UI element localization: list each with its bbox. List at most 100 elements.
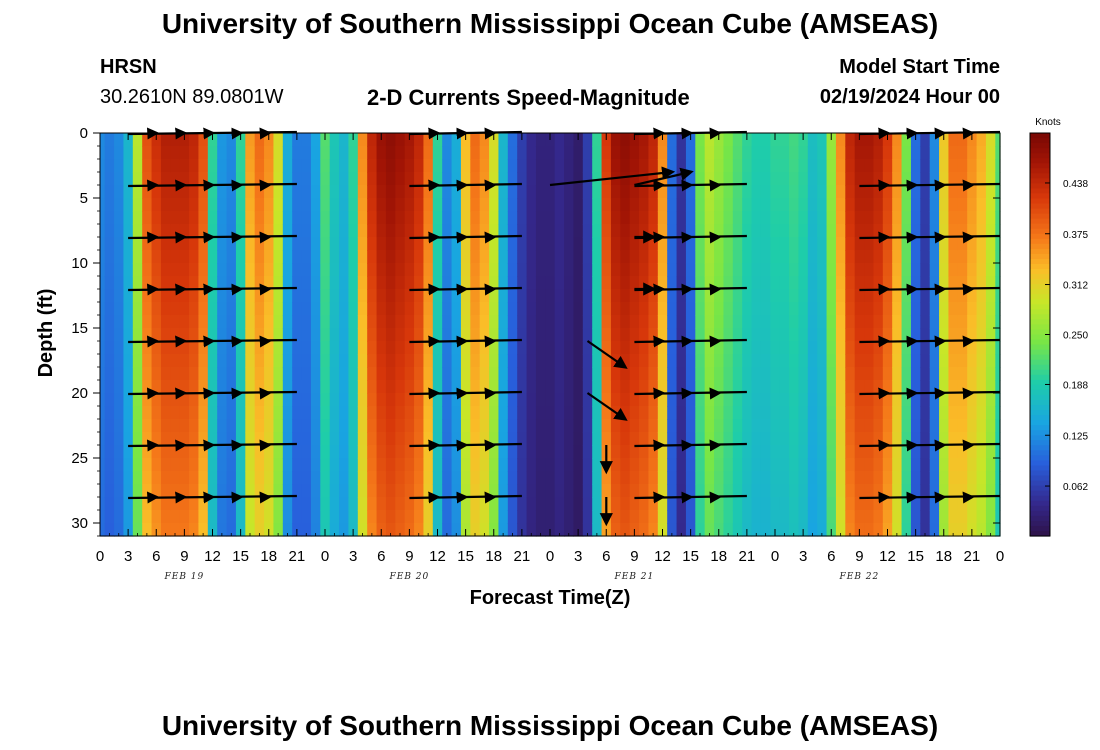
heat-cell <box>826 172 837 186</box>
heat-cell <box>460 146 471 160</box>
heat-cell <box>535 367 546 381</box>
heat-cell <box>685 289 696 303</box>
heat-cell <box>704 484 715 498</box>
heat-cell <box>517 185 528 199</box>
heat-cell <box>742 380 753 394</box>
heat-cell <box>967 367 978 381</box>
heat-cell <box>910 250 921 264</box>
heat-cell <box>714 406 725 420</box>
current-arrow <box>634 167 694 187</box>
heat-cell <box>948 458 959 472</box>
heat-cell <box>807 302 818 316</box>
heat-cell <box>498 458 509 472</box>
heat-cell <box>507 484 518 498</box>
heat-cell <box>742 458 753 472</box>
colorbar-tick-label: 0.062 <box>1063 482 1088 493</box>
colorbar-segment <box>1030 445 1050 451</box>
heat-cell <box>207 211 218 225</box>
heat-cell <box>207 445 218 459</box>
heat-cell <box>985 185 996 199</box>
heat-cell <box>864 315 875 329</box>
heat-cell <box>676 341 687 355</box>
heat-cell <box>901 341 912 355</box>
heat-cell <box>967 471 978 485</box>
current-arrow <box>906 439 919 452</box>
heat-cell <box>798 445 809 459</box>
heat-cell <box>142 302 153 316</box>
heat-cell <box>507 185 518 199</box>
heat-cell <box>235 367 246 381</box>
heat-cell <box>339 510 350 524</box>
heat-cell <box>432 146 443 160</box>
heat-cell <box>957 458 968 472</box>
heat-cell <box>535 445 546 459</box>
heat-cell <box>742 406 753 420</box>
x-tick-label: 9 <box>855 548 863 565</box>
heat-cell <box>142 224 153 238</box>
heat-cell <box>217 432 228 446</box>
heat-cell <box>723 211 734 225</box>
heat-cell <box>620 458 631 472</box>
heat-cell <box>714 224 725 238</box>
heat-cell <box>160 497 171 511</box>
heat-cell <box>854 146 865 160</box>
heat-cell <box>170 263 181 277</box>
heat-cell <box>910 263 921 277</box>
heat-cell <box>545 250 556 264</box>
heat-cell <box>629 315 640 329</box>
heat-cell <box>704 133 715 147</box>
heat-cell <box>957 289 968 303</box>
heat-cell <box>798 211 809 225</box>
heat-cell <box>235 289 246 303</box>
heat-cell <box>657 302 668 316</box>
colorbar-segment <box>1030 153 1050 159</box>
heat-cell <box>498 471 509 485</box>
heat-cell <box>554 445 565 459</box>
heat-cell <box>798 146 809 160</box>
heat-cell <box>732 211 743 225</box>
heat-cell <box>423 250 434 264</box>
heat-cell <box>189 510 200 524</box>
heat-cell <box>189 523 200 537</box>
heat-cell <box>142 263 153 277</box>
heat-cell <box>301 523 312 537</box>
heat-cell <box>132 276 143 290</box>
heat-cell <box>723 237 734 251</box>
heat-cell <box>526 458 537 472</box>
heat-cell <box>892 419 903 433</box>
heat-cell <box>554 510 565 524</box>
heat-cell <box>376 250 387 264</box>
heat-cell <box>910 354 921 368</box>
heat-cell <box>939 250 950 264</box>
current-arrow <box>484 335 497 348</box>
heat-cell <box>854 250 865 264</box>
heat-cell <box>826 328 837 342</box>
heat-cell <box>742 276 753 290</box>
heat-cell <box>245 133 256 147</box>
heat-cell <box>676 354 687 368</box>
current-arrow <box>586 392 628 421</box>
heat-cell <box>779 146 790 160</box>
heat-cell <box>639 276 650 290</box>
heat-cell <box>226 224 237 238</box>
heat-cell <box>367 445 378 459</box>
heat-cell <box>189 328 200 342</box>
heat-cell <box>751 159 762 173</box>
heat-cell <box>845 172 856 186</box>
heat-cell <box>817 406 828 420</box>
heat-cell <box>282 354 293 368</box>
heat-cell <box>432 289 443 303</box>
heat-cell <box>376 497 387 511</box>
heat-cell <box>395 406 406 420</box>
heat-cell <box>526 276 537 290</box>
date-label: FEB 22 <box>839 572 880 582</box>
heat-cell <box>789 393 800 407</box>
colorbar-segment <box>1030 163 1050 169</box>
heat-cell <box>751 380 762 394</box>
heat-cell <box>629 276 640 290</box>
heat-cell <box>826 432 837 446</box>
heat-cell <box>892 185 903 199</box>
heat-cell <box>770 497 781 511</box>
heat-cell <box>751 211 762 225</box>
heat-cell <box>807 419 818 433</box>
